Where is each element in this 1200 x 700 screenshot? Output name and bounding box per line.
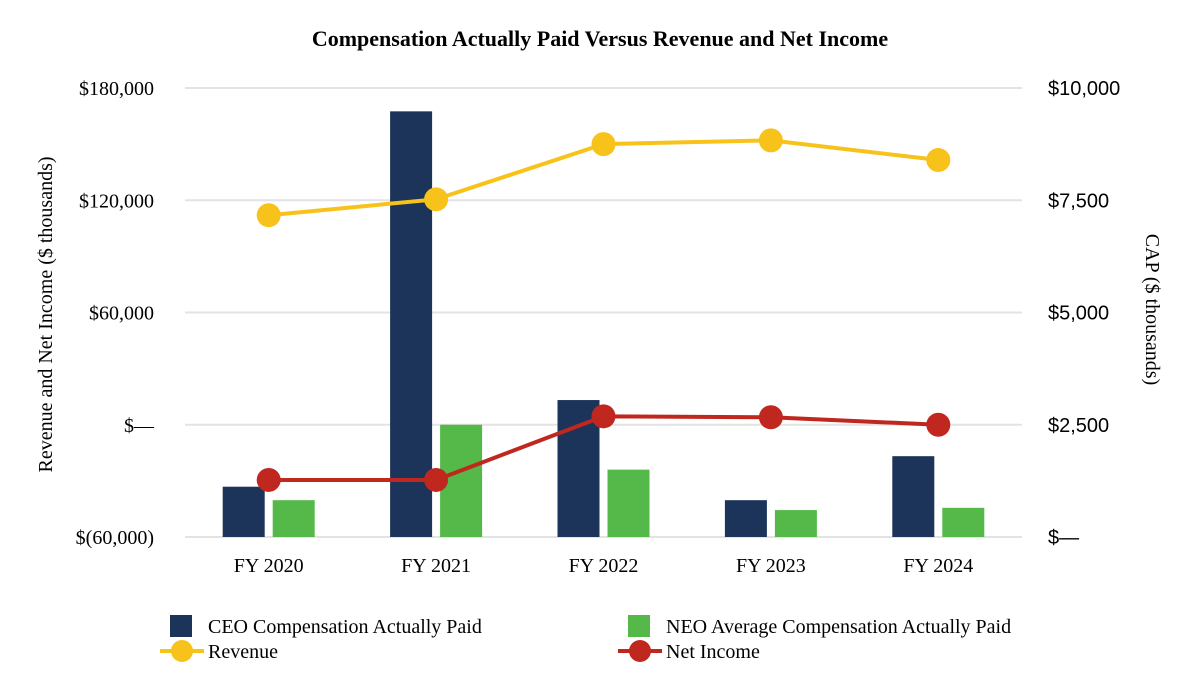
ceo-cap-bar <box>724 500 767 537</box>
revenue-marker <box>926 148 951 173</box>
x-tick-label: FY 2021 <box>401 555 471 577</box>
net-income-marker <box>591 404 616 429</box>
ceo-cap-bar <box>892 456 935 537</box>
x-tick-label: FY 2023 <box>736 555 806 577</box>
ceo-cap-bar <box>222 486 265 537</box>
revenue-marker <box>424 187 449 212</box>
chart-title: Compensation Actually Paid Versus Revenu… <box>312 26 889 51</box>
y-right-tick-label: $5,000 <box>1048 303 1109 325</box>
revenue-marker <box>591 132 616 157</box>
legend-net-income-swatch-marker <box>629 640 651 662</box>
y-left-tick-label: $60,000 <box>89 303 154 325</box>
y-left-axis-label: Revenue and Net Income ($ thousands) <box>35 156 57 472</box>
x-tick-label: FY 2024 <box>903 555 973 577</box>
neo-cap-bar <box>272 500 315 537</box>
y-left-tick-label: $120,000 <box>79 190 154 212</box>
x-tick-label: FY 2022 <box>569 555 639 577</box>
revenue-marker <box>256 203 281 228</box>
legend-ceo-cap-label: CEO Compensation Actually Paid <box>208 616 482 638</box>
net-income-marker <box>758 405 783 430</box>
y-right-axis-label: CAP ($ thousands) <box>1141 234 1163 385</box>
legend-ceo-cap-swatch <box>170 615 192 637</box>
ceo-cap-bar <box>557 400 600 537</box>
ceo-cap-bar <box>390 111 433 538</box>
y-right-tick-label: $7,500 <box>1048 190 1109 212</box>
net-income-marker <box>424 467 449 492</box>
legend-revenue-swatch-marker <box>171 640 193 662</box>
revenue-marker <box>758 128 783 153</box>
neo-cap-bar <box>607 469 650 537</box>
legend-revenue-label: Revenue <box>208 641 278 663</box>
legend-neo-cap-swatch <box>628 615 650 637</box>
y-left-tick-label: $(60,000) <box>76 527 154 549</box>
net-income-marker <box>256 467 281 492</box>
y-left-tick-label: $180,000 <box>79 78 154 100</box>
legend-neo-cap-label: NEO Average Compensation Actually Paid <box>666 616 1011 638</box>
y-left-tick-label: $— <box>124 415 155 437</box>
legend-net-income-label: Net Income <box>666 641 760 663</box>
y-right-tick-label: $— <box>1048 527 1079 549</box>
neo-cap-bar <box>942 507 985 537</box>
neo-cap-bar <box>774 510 817 537</box>
y-right-tick-label: $10,000 <box>1048 78 1120 100</box>
x-tick-label: FY 2020 <box>234 555 304 577</box>
y-right-tick-label: $2,500 <box>1048 415 1109 437</box>
net-income-marker <box>926 412 951 437</box>
